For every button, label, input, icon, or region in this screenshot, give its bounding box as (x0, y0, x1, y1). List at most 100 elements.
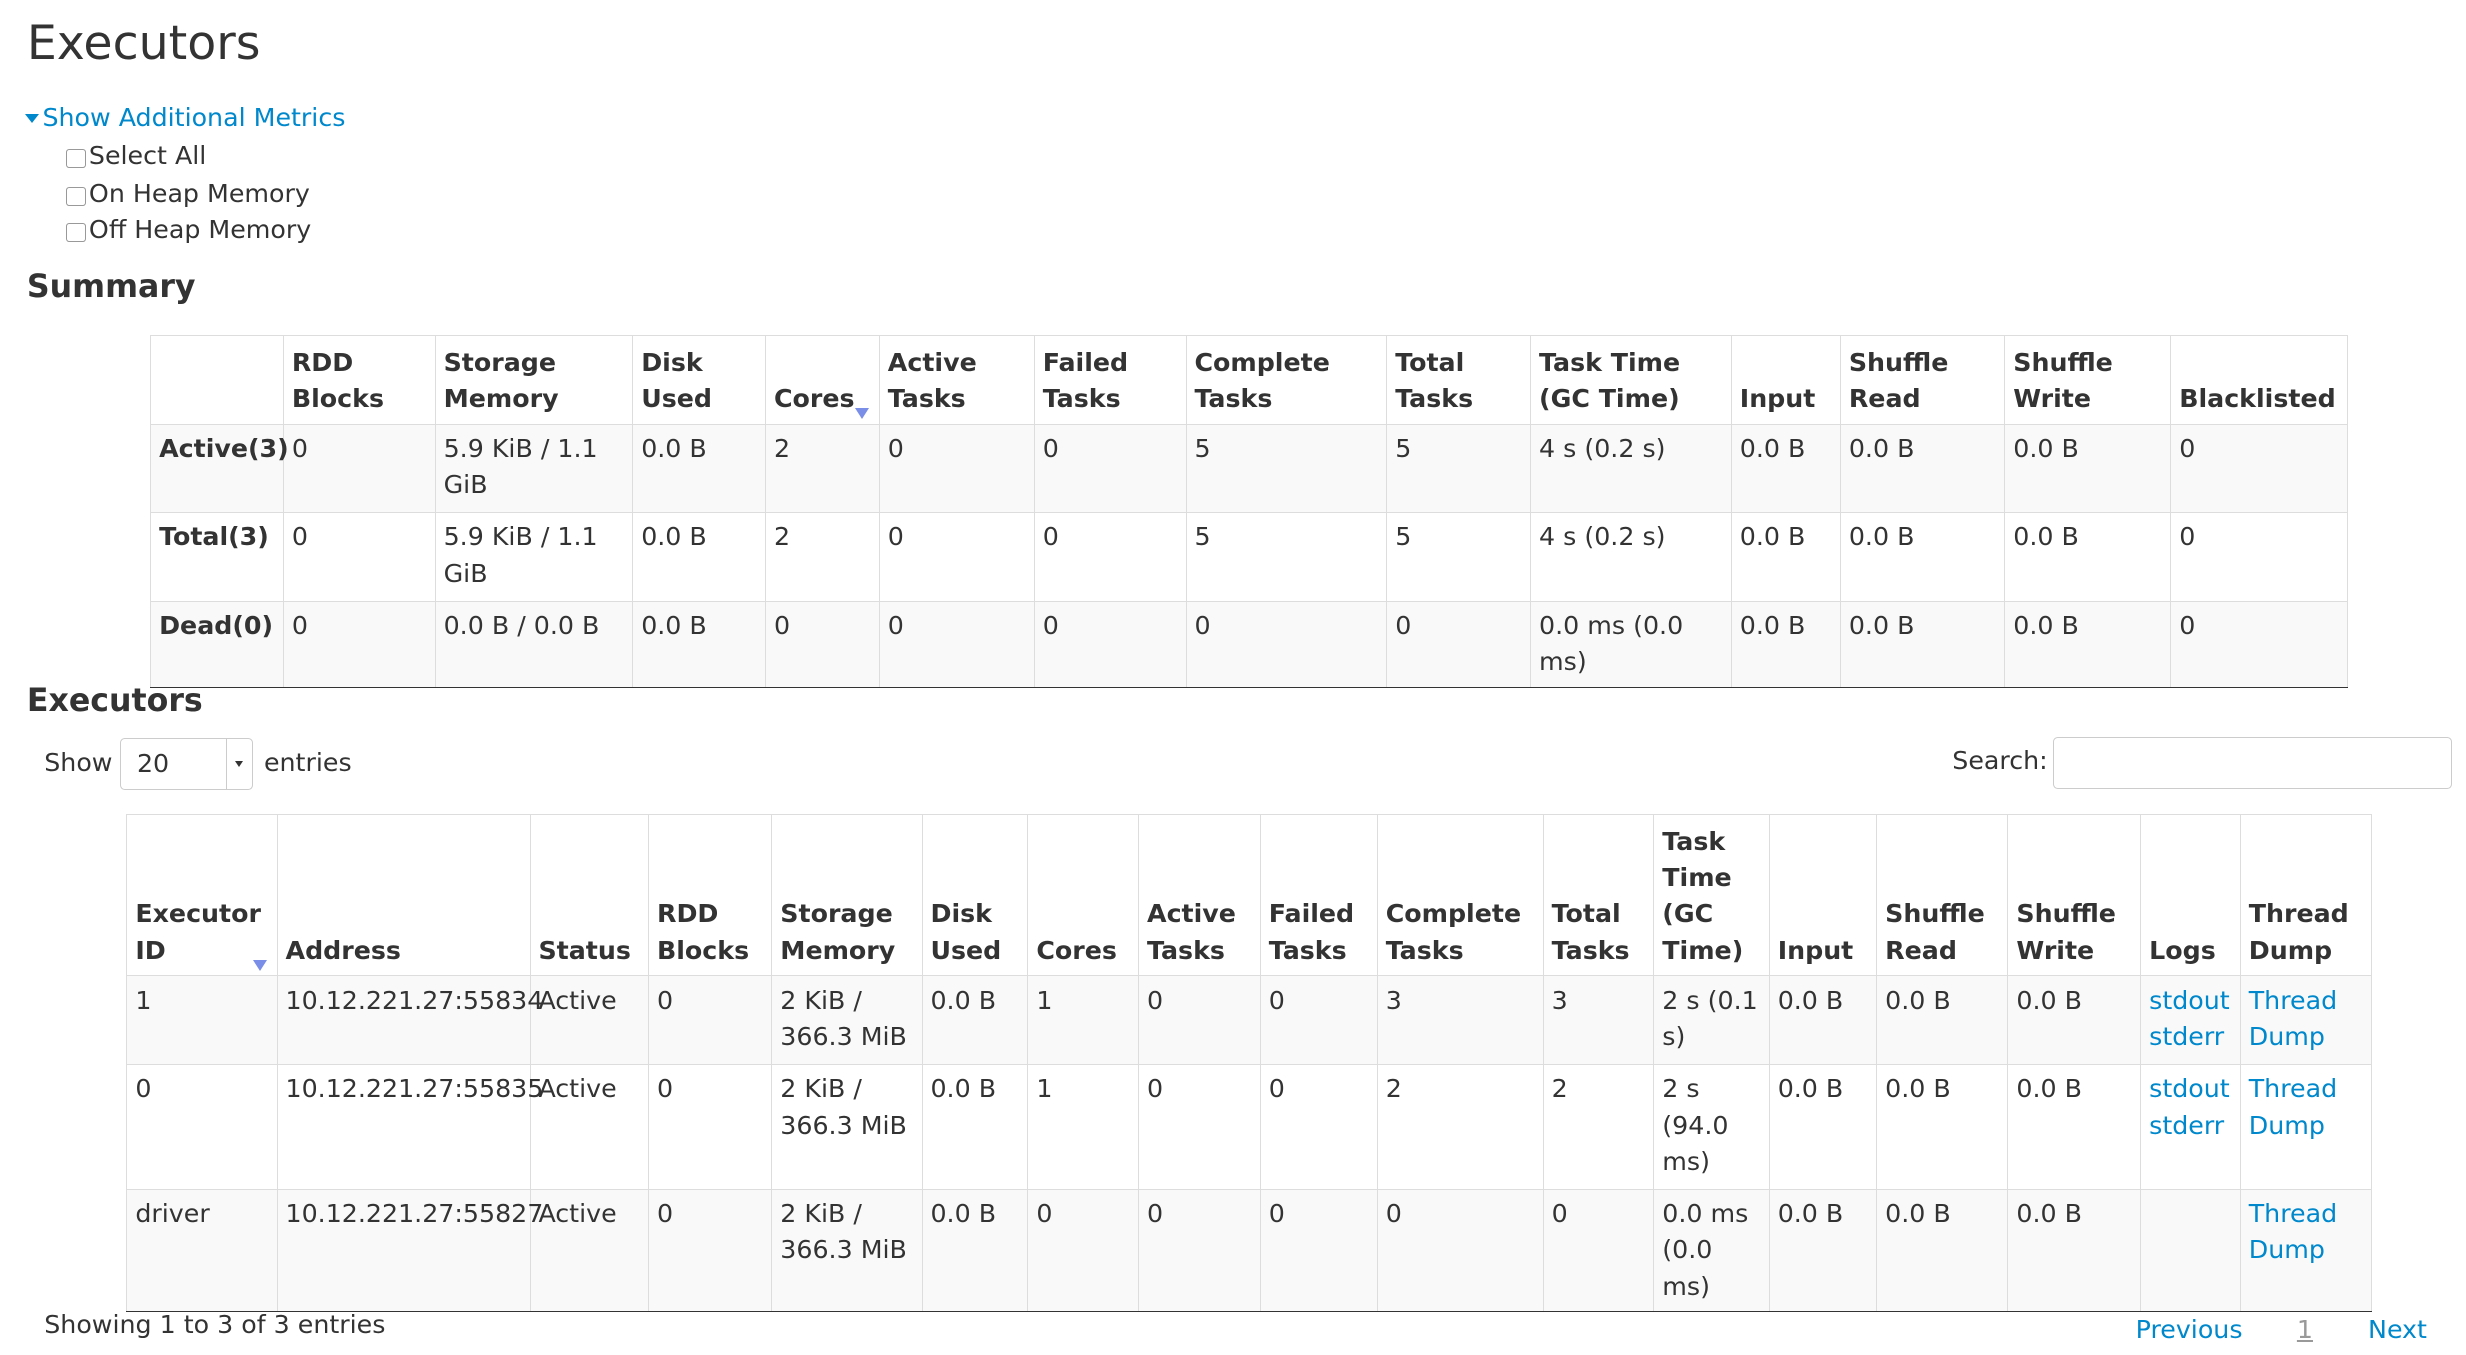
executor-cell: 0.0 B (2007, 975, 2142, 1065)
summary-column-header[interactable]: Complete Tasks (1185, 335, 1388, 425)
summary-cell: 0 (878, 600, 1035, 689)
executor-column-header[interactable]: Task Time (GC Time) (1653, 814, 1770, 977)
checkbox-label: On Heap Memory (88, 178, 310, 208)
summary-column-header[interactable]: Blacklisted (2170, 335, 2349, 425)
summary-column-header[interactable]: RDD Blocks (282, 335, 436, 425)
toggle-label: Show Additional Metrics (42, 102, 346, 132)
summary-cell: 0 (1033, 600, 1187, 689)
summary-heading: Summary (26, 268, 196, 305)
summary-column-header[interactable]: Total Tasks (1386, 335, 1532, 425)
executor-cell: 0 (1138, 1063, 1261, 1190)
checkbox-icon[interactable] (66, 222, 86, 243)
summary-cell: 0.0 B (1839, 512, 2006, 602)
summary-cell: 2 (765, 423, 880, 514)
show-label: Show (44, 747, 113, 777)
executor-column-header[interactable]: Shuffle Read (1876, 814, 2009, 977)
executor-column-header[interactable]: Failed Tasks (1259, 814, 1378, 977)
checkbox-label: Select All (88, 140, 207, 170)
summary-cell: 0.0 B (2004, 512, 2172, 602)
executor-column-header[interactable]: Status (529, 814, 650, 977)
select-all-checkbox[interactable]: Select All (66, 141, 206, 170)
executor-column-header[interactable]: Cores (1027, 814, 1140, 977)
executor-cell: 10.12.221.27:55835 (276, 1063, 543, 1190)
summary-cell: 0.0 ms (0.0 ms) (1530, 600, 1732, 689)
executor-cell: 0 (1259, 975, 1378, 1065)
logs-cell (2140, 1188, 2241, 1313)
executor-cell: Active (529, 975, 650, 1065)
current-page[interactable]: 1 (2296, 1315, 2313, 1345)
summary-cell: 0 (1185, 600, 1388, 689)
summary-cell: 0 (1033, 423, 1187, 514)
executor-cell: driver (126, 1188, 278, 1313)
summary-column-header[interactable] (150, 335, 284, 425)
executor-cell: 10.12.221.27:55827 (276, 1188, 543, 1313)
executor-cell: 0.0 B (2007, 1188, 2142, 1313)
page-size-select[interactable]: 20 (120, 738, 253, 791)
executor-column-header[interactable]: Logs (2140, 814, 2241, 977)
thread-dump-link[interactable]: Thread Dump (2248, 1199, 2338, 1265)
summary-column-header[interactable]: Cores (765, 335, 880, 425)
summary-column-header[interactable]: Active Tasks (878, 335, 1035, 425)
summary-cell: 0 (282, 600, 436, 689)
executor-row: driver 10.12.221.27:55827 Active 0 2 KiB / 3… (126, 1188, 2373, 1313)
executor-cell: 0 (1138, 975, 1261, 1065)
summary-table: RDD Blocks Storage Memory Disk Used Cores Ac… (150, 335, 2349, 689)
stdout-link[interactable]: stdout (2149, 985, 2230, 1015)
entries-label: entries (263, 747, 352, 777)
summary-cell: 4 s (0.2 s) (1530, 423, 1732, 514)
summary-row-label: Dead(0) (150, 600, 284, 689)
executor-column-header[interactable]: Executor ID (126, 814, 278, 977)
thread-dump-link[interactable]: Thread Dump (2248, 1074, 2338, 1140)
executor-column-header[interactable]: Total Tasks (1542, 814, 1655, 977)
executor-column-header[interactable]: Storage Memory (771, 814, 923, 977)
off-heap-memory-checkbox[interactable]: Off Heap Memory (66, 215, 311, 244)
thread-dump-link[interactable]: Thread Dump (2248, 985, 2338, 1052)
executor-column-header[interactable]: Input (1768, 814, 1878, 977)
summary-cell: 0.0 B (1730, 423, 1841, 514)
logs-cell: stdout stderr (2140, 975, 2241, 1065)
summary-column-header[interactable]: Failed Tasks (1033, 335, 1187, 425)
thread-dump-cell: Thread Dump (2239, 1188, 2373, 1313)
stderr-link[interactable]: stderr (2149, 1110, 2225, 1140)
summary-column-header[interactable]: Task Time (GC Time) (1530, 335, 1732, 425)
executor-cell: 1 (1027, 1063, 1140, 1190)
executor-cell: 2 (1542, 1063, 1655, 1190)
summary-cell: 5.9 KiB / 1.1 GiB (434, 423, 634, 514)
chevron-down-icon[interactable] (225, 739, 252, 790)
executor-column-header[interactable]: Address (276, 814, 531, 977)
stderr-link[interactable]: stderr (2149, 1022, 2225, 1052)
executor-cell: 0 (648, 1063, 773, 1190)
executor-column-header[interactable]: RDD Blocks (648, 814, 773, 977)
on-heap-memory-checkbox[interactable]: On Heap Memory (66, 178, 310, 208)
executor-cell: 0.0 ms (0.0 ms) (1653, 1188, 1770, 1313)
summary-cell: 0 (765, 600, 880, 689)
summary-column-header[interactable]: Shuffle Read (1839, 335, 2006, 425)
summary-column-header[interactable]: Input (1730, 335, 1841, 425)
summary-cell: 0.0 B (632, 423, 767, 514)
search-input[interactable] (2053, 736, 2452, 789)
executor-column-header[interactable]: Shuffle Write (2007, 814, 2142, 977)
stdout-link[interactable]: stdout (2149, 1074, 2230, 1104)
executor-column-header[interactable]: Active Tasks (1138, 814, 1261, 977)
summary-cell: 0.0 B (2004, 600, 2172, 689)
show-additional-metrics-toggle[interactable]: Show Additional Metrics (25, 103, 345, 132)
executor-cell: 0 (1542, 1188, 1655, 1313)
executors-table: Executor ID Address Status RDD Blocks Storag… (126, 814, 2373, 1313)
previous-page-link[interactable]: Previous (2135, 1315, 2243, 1345)
summary-cell: 5 (1185, 423, 1388, 514)
executor-cell: 1 (1027, 975, 1140, 1065)
checkbox-icon[interactable] (66, 186, 86, 206)
executor-cell: 0 (126, 1063, 278, 1190)
summary-column-header[interactable]: Shuffle Write (2004, 335, 2172, 425)
executor-cell: 0.0 B (1876, 1063, 2009, 1190)
executor-cell: 2 KiB / 366.3 MiB (771, 1188, 923, 1313)
checkbox-icon[interactable] (66, 148, 86, 169)
summary-column-header[interactable]: Disk Used (632, 335, 767, 425)
executor-column-header[interactable]: Disk Used (921, 814, 1029, 977)
executor-column-header[interactable]: Complete Tasks (1376, 814, 1544, 977)
next-page-link[interactable]: Next (2368, 1315, 2427, 1345)
executor-column-header[interactable]: Thread Dump (2239, 814, 2373, 977)
summary-cell: 0 (2170, 423, 2349, 514)
summary-column-header[interactable]: Storage Memory (434, 335, 634, 425)
